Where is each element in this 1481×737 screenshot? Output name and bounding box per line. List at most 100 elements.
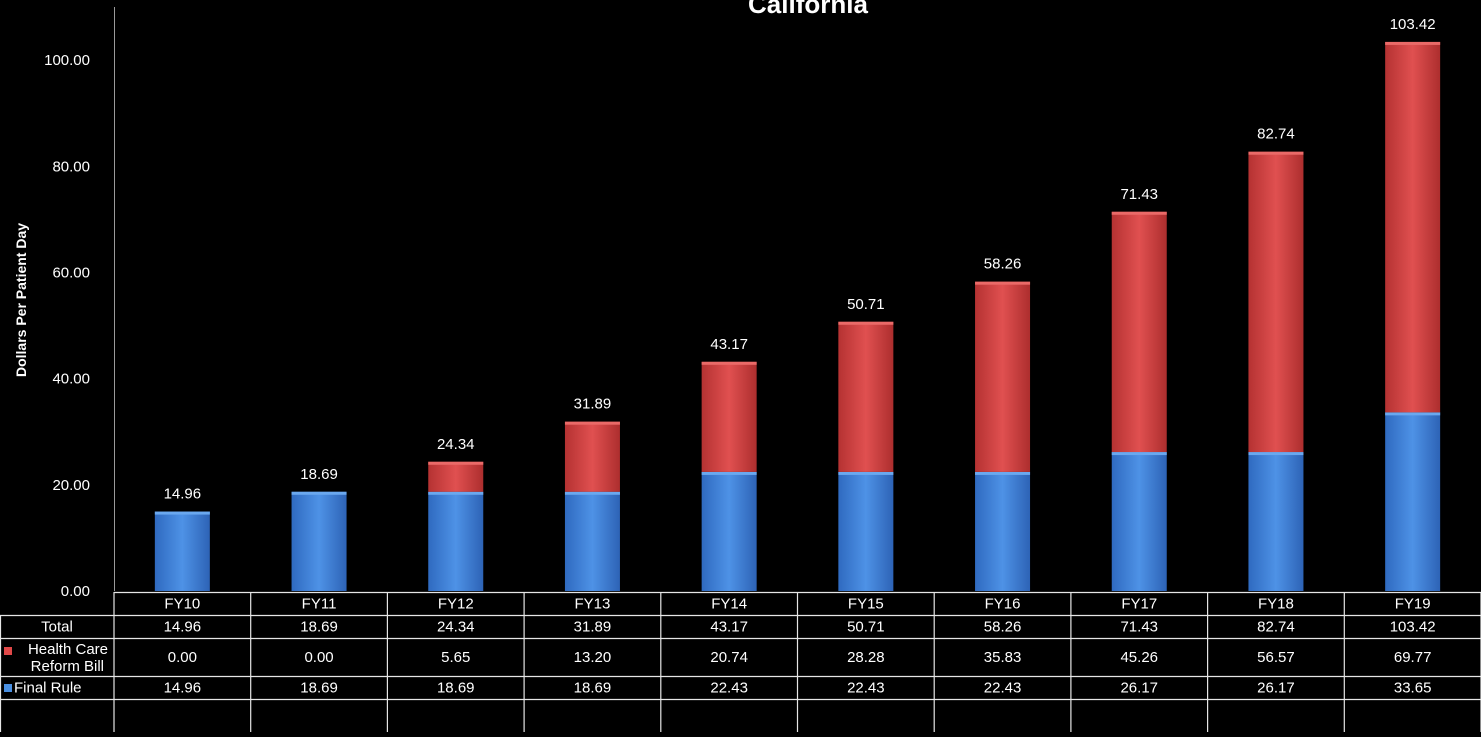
bar-cap <box>838 471 894 475</box>
bar-cap <box>564 421 620 425</box>
bar-final-rule <box>428 491 484 591</box>
table-cell-health-care-reform-bill: 45.26 <box>1120 649 1158 666</box>
bar-final-rule <box>291 491 347 591</box>
x-tick-label: FY14 <box>711 596 747 613</box>
table-cell-total: 18.69 <box>300 619 338 636</box>
bar-cap <box>975 281 1031 285</box>
table-cell-health-care-reform-bill: 28.28 <box>847 649 885 666</box>
bar-final-rule <box>1248 452 1304 591</box>
total-data-label: 31.89 <box>574 396 612 413</box>
total-data-label: 18.69 <box>300 466 338 483</box>
table-cell-total: 82.74 <box>1257 619 1295 636</box>
table-cell-total: 103.42 <box>1390 619 1436 636</box>
total-data-label: 71.43 <box>1120 186 1158 203</box>
bar-cap <box>1385 412 1441 416</box>
bar-cap <box>428 461 484 465</box>
row-header-health-care-reform-bill: Health Care Reform Bill <box>28 641 108 675</box>
table-cell-health-care-reform-bill: 0.00 <box>168 649 197 666</box>
table-cell-final-rule: 26.17 <box>1257 680 1295 697</box>
row-header-final-rule: Final Rule <box>14 680 82 697</box>
table-cell-final-rule: 14.96 <box>164 680 202 697</box>
table-cell-health-care-reform-bill: 5.65 <box>441 649 470 666</box>
table-cell-final-rule: 22.43 <box>984 680 1022 697</box>
bar-final-rule <box>564 491 620 591</box>
bar-health-care-reform-bill <box>1385 41 1441 413</box>
y-tick-label: 60.00 <box>52 264 90 281</box>
table-cell-total: 43.17 <box>710 619 748 636</box>
x-tick-label: FY11 <box>302 596 337 613</box>
legend-swatch <box>4 647 12 655</box>
bar-cap <box>975 471 1031 475</box>
table-cell-final-rule: 26.17 <box>1120 680 1158 697</box>
table-cell-final-rule: 22.43 <box>847 680 885 697</box>
x-tick-label: FY13 <box>575 596 611 613</box>
total-data-label: 24.34 <box>437 436 475 453</box>
bar-cap <box>154 511 210 515</box>
table-cell-total: 14.96 <box>164 619 202 636</box>
x-tick-label: FY18 <box>1258 596 1294 613</box>
bar-cap <box>1111 211 1167 215</box>
table-cell-health-care-reform-bill: 0.00 <box>304 649 333 666</box>
bar-cap <box>428 491 484 495</box>
table-cell-final-rule: 18.69 <box>437 680 475 697</box>
table-cell-total: 71.43 <box>1120 619 1158 636</box>
total-data-label: 43.17 <box>710 336 748 353</box>
bar-health-care-reform-bill <box>838 321 894 472</box>
bar-cap <box>1248 151 1304 155</box>
y-axis-label: Dollars Per Patient Day <box>13 223 29 377</box>
bar-health-care-reform-bill <box>1248 151 1304 453</box>
table-cell-final-rule: 18.69 <box>574 680 612 697</box>
y-tick-label: 100.00 <box>44 52 90 69</box>
legend-swatch <box>4 684 12 692</box>
y-tick-label: 0.00 <box>61 583 90 600</box>
bar-cap <box>838 321 894 325</box>
total-data-label: 103.42 <box>1390 16 1436 33</box>
table-cell-health-care-reform-bill: 13.20 <box>574 649 612 666</box>
bar-health-care-reform-bill <box>564 421 620 492</box>
x-tick-label: FY15 <box>848 596 884 613</box>
total-data-label: 82.74 <box>1257 126 1295 143</box>
x-tick-label: FY10 <box>164 596 200 613</box>
row-header-total: Total <box>41 619 73 636</box>
table-cell-total: 31.89 <box>574 619 612 636</box>
y-tick-label: 20.00 <box>52 477 90 494</box>
x-tick-label: FY12 <box>438 596 474 613</box>
bar-health-care-reform-bill <box>1111 211 1167 453</box>
table-cell-total: 58.26 <box>984 619 1022 636</box>
table-cell-final-rule: 22.43 <box>710 680 748 697</box>
bar-health-care-reform-bill <box>975 281 1031 472</box>
total-data-label: 14.96 <box>164 486 202 503</box>
table-cell-health-care-reform-bill: 69.77 <box>1394 649 1432 666</box>
bar-final-rule <box>701 471 757 591</box>
x-tick-label: FY17 <box>1121 596 1157 613</box>
table-cell-health-care-reform-bill: 35.83 <box>984 649 1022 666</box>
bar-cap <box>291 491 347 495</box>
bar-health-care-reform-bill <box>701 361 757 472</box>
bar-cap <box>564 491 620 495</box>
chart-title: California <box>748 0 868 19</box>
bar-final-rule <box>1111 452 1167 591</box>
table-cell-health-care-reform-bill: 56.57 <box>1257 649 1295 666</box>
bar-cap <box>1111 452 1167 456</box>
table-cell-total: 50.71 <box>847 619 885 636</box>
bar-health-care-reform-bill <box>428 461 484 492</box>
bar-cap <box>701 361 757 365</box>
bar-final-rule <box>975 471 1031 591</box>
total-data-label: 58.26 <box>984 256 1022 273</box>
y-tick-label: 80.00 <box>52 158 90 175</box>
total-data-label: 50.71 <box>847 296 885 313</box>
bar-final-rule <box>154 511 210 591</box>
bar-cap <box>701 471 757 475</box>
bar-final-rule <box>838 471 894 591</box>
x-tick-label: FY19 <box>1395 596 1431 613</box>
y-tick-label: 40.00 <box>52 371 90 388</box>
x-tick-label: FY16 <box>985 596 1021 613</box>
table-cell-final-rule: 18.69 <box>300 680 338 697</box>
bar-cap <box>1385 41 1441 45</box>
table-cell-health-care-reform-bill: 20.74 <box>710 649 748 666</box>
table-cell-final-rule: 33.65 <box>1394 680 1432 697</box>
bar-cap <box>1248 452 1304 456</box>
bar-final-rule <box>1385 412 1441 591</box>
